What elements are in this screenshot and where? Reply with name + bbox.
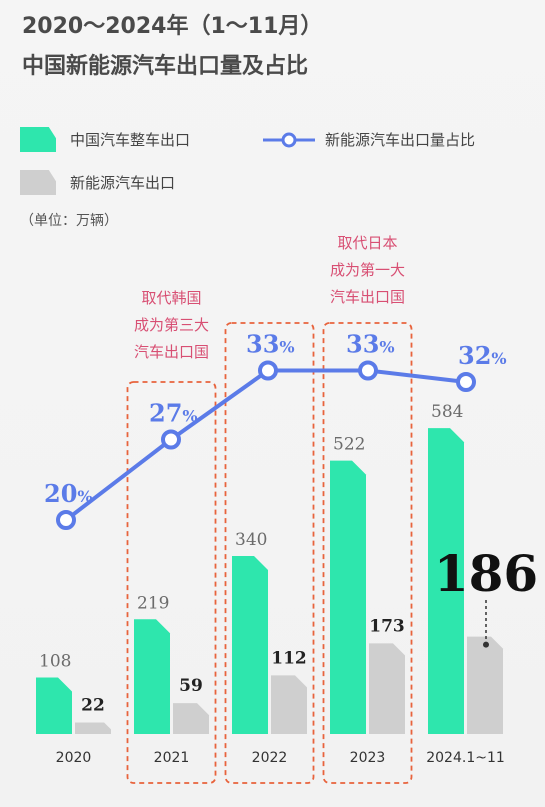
x-tick-label: 2023 <box>350 750 386 766</box>
data-label-nev: 112 <box>271 648 307 668</box>
data-label-total: 522 <box>333 435 365 455</box>
annotation-line: 取代韩国 <box>141 289 202 307</box>
bar-nev-exports <box>75 722 111 734</box>
x-tick-label: 2021 <box>154 750 190 766</box>
share-point <box>161 429 181 450</box>
bar-total-exports <box>134 619 170 734</box>
bar-total-exports <box>232 555 268 734</box>
legend-item-share-line: 新能源汽车出口量占比 <box>263 129 475 150</box>
annotation-line: 成为第三大 <box>133 316 209 334</box>
chart-subtitle: 中国新能源汽车出口量及占比 <box>22 54 309 79</box>
annotation-line: 取代日本 <box>337 234 398 252</box>
bar-total-exports <box>36 677 72 734</box>
legend-swatch-green <box>20 127 56 152</box>
share-point <box>258 360 278 381</box>
legend-item-nev-exports: 新能源汽车出口 <box>20 170 175 195</box>
share-unit: % <box>379 338 394 357</box>
bar-nev-exports <box>369 643 405 734</box>
highlight-dot <box>483 641 489 648</box>
chart-title: 2020～2024年（1～11月） <box>22 14 323 39</box>
bar-total-exports <box>428 428 464 734</box>
annotation-line: 汽车出口国 <box>133 343 209 361</box>
bar-total-exports <box>330 460 366 734</box>
legend-label: 新能源汽车出口 <box>70 174 176 192</box>
annotation-line: 汽车出口国 <box>329 288 405 306</box>
share-unit: % <box>182 407 197 426</box>
bar-nev-exports <box>173 703 209 734</box>
share-label: 27% <box>149 399 198 428</box>
unit-note: （单位：万辆） <box>20 213 118 229</box>
share-point <box>456 372 476 392</box>
highlight-box <box>126 381 217 784</box>
legend-label: 新能源汽车出口量占比 <box>325 131 476 149</box>
bar-nev-exports <box>467 636 503 734</box>
data-label-nev: 173 <box>369 616 405 636</box>
data-label-total: 584 <box>431 402 463 422</box>
share-label: 33% <box>246 330 295 359</box>
annotation-line: 成为第一大 <box>329 261 405 279</box>
share-unit: % <box>491 349 506 368</box>
x-tick-label: 2024.1~11 <box>426 750 505 766</box>
share-point <box>358 360 378 381</box>
x-tick-label: 2020 <box>56 750 92 766</box>
share-unit: % <box>77 487 92 506</box>
share-label: 32% <box>458 341 507 370</box>
highlight-box <box>224 322 315 784</box>
share-point <box>56 510 76 530</box>
data-label-nev: 22 <box>81 695 105 715</box>
share-label: 20% <box>44 479 93 508</box>
legend-label: 中国汽车整车出口 <box>70 131 191 149</box>
share-label: 33% <box>346 330 395 359</box>
highlight-box <box>322 322 413 784</box>
data-label-total: 108 <box>39 651 71 671</box>
data-label-total: 340 <box>235 530 267 550</box>
milestone-annotation: 取代韩国成为第三大汽车出口国 <box>112 285 232 366</box>
data-label-nev: 59 <box>179 676 203 696</box>
legend-swatch-gray <box>20 170 56 195</box>
share-line <box>64 368 467 522</box>
highlight-value: 186 <box>434 544 538 603</box>
x-tick-label: 2022 <box>252 750 288 766</box>
data-label-total: 219 <box>137 593 169 613</box>
bar-nev-exports <box>271 675 307 734</box>
legend-item-total-exports: 中国汽车整车出口 <box>20 127 190 152</box>
milestone-annotation: 取代日本成为第一大汽车出口国 <box>308 230 428 311</box>
share-unit: % <box>279 338 294 357</box>
legend-line-icon <box>263 132 315 147</box>
